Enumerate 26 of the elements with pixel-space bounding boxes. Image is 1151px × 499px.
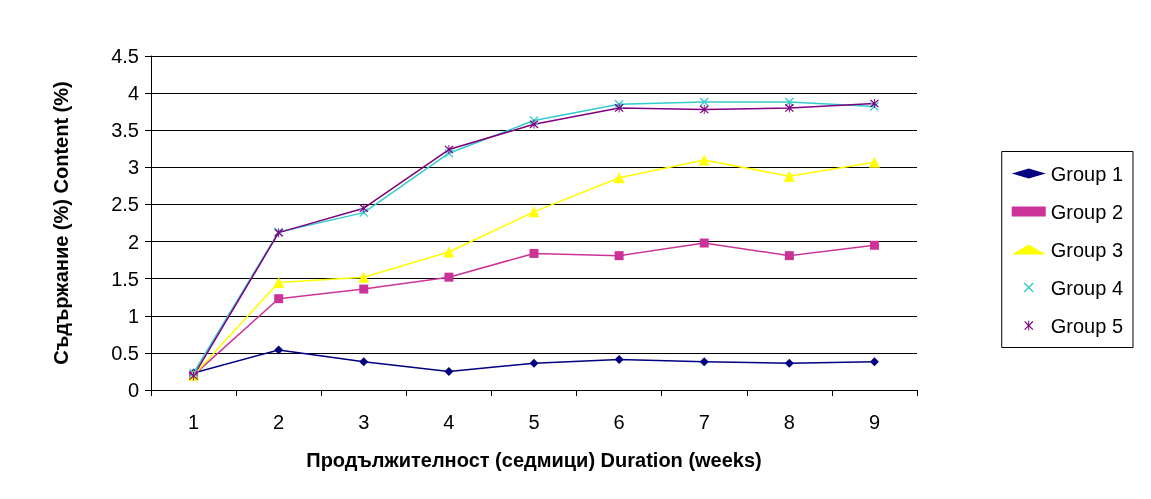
y-tick-label: 3 <box>127 156 139 179</box>
y-tick-label: 4 <box>127 82 139 105</box>
y-tick-label: 0.5 <box>111 341 139 364</box>
y-tick-label: 0 <box>127 379 139 401</box>
legend-label: Group 3 <box>1050 238 1123 261</box>
legend-label: Group 1 <box>1050 162 1123 185</box>
x-axis-title: Продължителност (седмици) Duration (weeks) <box>306 449 762 471</box>
x-tick-label: 7 <box>698 411 710 433</box>
legend-label: Group 5 <box>1050 314 1123 337</box>
x-tick-label: 8 <box>783 411 795 433</box>
y-tick-label: 1 <box>127 304 139 327</box>
y-tick-label: 2.5 <box>111 193 139 216</box>
y-axis-title: Съдържание (%) Content (%) <box>50 81 72 365</box>
y-tick-label: 4.5 <box>111 45 139 67</box>
y-tick-label: 3.5 <box>111 119 139 142</box>
y-tick-label: 2 <box>127 230 139 253</box>
x-tick-label: 9 <box>868 411 881 433</box>
legend-label: Group 2 <box>1050 200 1123 223</box>
x-tick-label: 6 <box>613 411 625 433</box>
x-tick-label: 4 <box>443 411 455 433</box>
x-tick-label: 2 <box>273 411 285 433</box>
x-tick-label: 3 <box>358 411 370 433</box>
y-tick-label: 1.5 <box>111 267 139 290</box>
x-tick-label: 1 <box>187 411 200 433</box>
legend-label: Group 4 <box>1050 276 1123 299</box>
x-tick-label: 5 <box>528 411 540 433</box>
